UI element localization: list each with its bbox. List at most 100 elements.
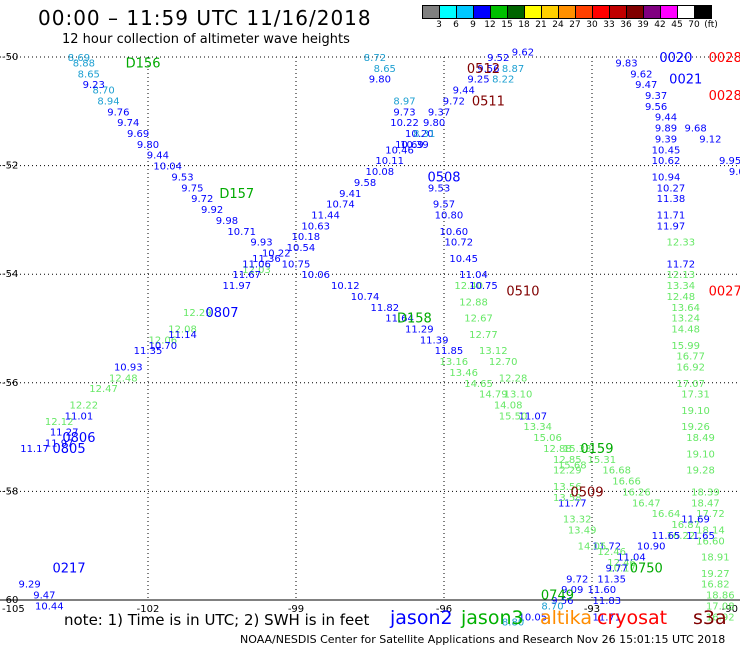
wave-height-value: 10.22 (390, 118, 419, 129)
footer-note: note: 1) Time is in UTC; 2) SWH is in fe… (64, 611, 370, 629)
color-scale-tick: 36 (620, 20, 632, 30)
wave-height-value: 16.87 (671, 520, 700, 531)
wave-height-value: 10.12 (331, 281, 360, 292)
wave-height-value: 17.31 (681, 390, 710, 401)
wave-height-value: 14.65 (464, 379, 493, 390)
wave-height-value: 9.92 (201, 205, 223, 216)
wave-height-value: 15.33 (563, 444, 592, 455)
wave-height-value: 15.06 (533, 433, 562, 444)
wave-height-value: 9.37 (645, 91, 667, 102)
color-swatch (677, 5, 695, 19)
wave-height-value: 9.62 (512, 48, 534, 59)
wave-height-value: 12.29 (183, 308, 212, 319)
wave-height-value: 9.62 (630, 69, 652, 80)
wave-height-value: 13.34 (666, 281, 695, 292)
wave-height-value: 15.31 (588, 455, 617, 466)
wave-height-value: 11.77 (558, 498, 587, 509)
wave-height-value: 9.12 (699, 134, 721, 145)
wave-height-value: 9.76 (107, 107, 129, 118)
wave-height-value: 9.57 (433, 200, 455, 211)
wave-height-value: 10.80 (435, 210, 464, 221)
color-scale-tick: 70 (688, 20, 700, 30)
wave-height-value: 14.08 (494, 401, 523, 412)
wave-height-value: 12.40 (454, 281, 483, 292)
color-scale-tick: (ft) (704, 20, 718, 30)
page-title: 00:00 – 11:59 UTC 11/16/2018 (38, 6, 372, 30)
wave-height-value: 10.75 (469, 281, 498, 292)
wave-height-value: 10.74 (351, 292, 380, 303)
color-swatch (422, 5, 440, 19)
pass-id-label: D158 (397, 312, 432, 327)
wave-height-value: 12.12 (45, 417, 74, 428)
color-swatch (694, 5, 712, 19)
wave-height-value: 9.69 (127, 129, 149, 140)
wave-height-value: 9.01 (729, 167, 740, 178)
wave-height-value: 16.68 (602, 466, 631, 477)
wave-height-value: 17.72 (696, 509, 725, 520)
wave-height-value: 10.27 (657, 183, 686, 194)
wave-height-value: 11.82 (370, 303, 399, 314)
color-swatch (439, 5, 457, 19)
wave-height-value: 10.11 (375, 156, 404, 167)
wave-height-value: 13.56 (553, 482, 582, 493)
wave-height-value: 19.26 (681, 422, 710, 433)
x-tick-label: -105 (2, 604, 25, 615)
wave-height-value: 8.72 (364, 53, 386, 64)
color-scale-tick: 18 (518, 20, 530, 30)
color-scale-bar (422, 5, 712, 19)
wave-height-value: 10.75 (282, 259, 311, 270)
wave-height-value: 13.32 (563, 515, 592, 526)
color-swatch (473, 5, 491, 19)
wave-height-value: 17.07 (676, 379, 705, 390)
wave-height-value: 10.45 (449, 254, 478, 265)
pass-id-label: 0028 (709, 51, 740, 66)
pass-id-label: 0021 (669, 73, 702, 88)
y-tick-label: -52 (2, 161, 18, 172)
wave-height-value: 12.06 (148, 335, 177, 346)
pass-id-label: 0750 (630, 561, 663, 576)
wave-height-value: 11.71 (592, 612, 621, 623)
wave-height-value: 11.06 (242, 259, 271, 270)
pass-id-label: 0159 (580, 442, 613, 457)
wave-height-value: 9.58 (354, 178, 376, 189)
wave-height-value: 8.65 (374, 64, 396, 75)
wave-height-value: 9.23 (83, 80, 105, 91)
y-tick-label: -60 (2, 595, 18, 606)
wave-height-value: 9.74 (117, 118, 139, 129)
wave-height-value: 10.70 (148, 341, 177, 352)
color-swatch (592, 5, 610, 19)
wave-height-value: 9.73 (393, 107, 415, 118)
wave-height-value: 16.47 (632, 498, 661, 509)
wave-height-value: 11.85 (435, 346, 464, 357)
wave-height-value: 9.75 (181, 183, 203, 194)
wave-height-value: 15.68 (558, 460, 587, 471)
wave-height-value: 8.70 (541, 601, 563, 612)
y-tick-label: -58 (2, 486, 18, 497)
wave-height-value: 9.98 (216, 216, 238, 227)
wave-height-value: 17.08 (706, 601, 735, 612)
color-swatch (541, 5, 559, 19)
pass-id-label: 0508 (427, 170, 460, 185)
wave-height-value: 11.39 (420, 335, 449, 346)
wave-height-value: 16.82 (701, 580, 730, 591)
color-scale-tick: 30 (586, 20, 598, 30)
wave-height-value: 15.99 (671, 341, 700, 352)
color-swatch (643, 5, 661, 19)
wave-height-value: 11.04 (617, 553, 646, 564)
wave-height-value: 10.94 (652, 172, 681, 183)
wave-height-value: 18.91 (701, 553, 730, 564)
wave-height-value: 13.10 (504, 390, 533, 401)
y-tick-label: -54 (2, 269, 18, 280)
wave-height-value: 11.97 (657, 221, 686, 232)
wave-height-value: 14.48 (671, 325, 700, 336)
x-tick-label: -93 (584, 604, 600, 615)
color-scale-tick: 6 (453, 20, 459, 30)
wave-height-value: 9.25 (467, 75, 489, 86)
page-subtitle: 12 hour collection of altimeter wave hei… (62, 32, 350, 47)
wave-height-value: 11.64 (385, 314, 414, 325)
wave-height-value: 8.94 (97, 96, 119, 107)
wave-height-value: 9.80 (369, 75, 391, 86)
pass-id-label: 0511 (472, 94, 505, 109)
wave-height-value: 12.29 (553, 466, 582, 477)
wave-height-value: 9.56 (551, 596, 573, 607)
